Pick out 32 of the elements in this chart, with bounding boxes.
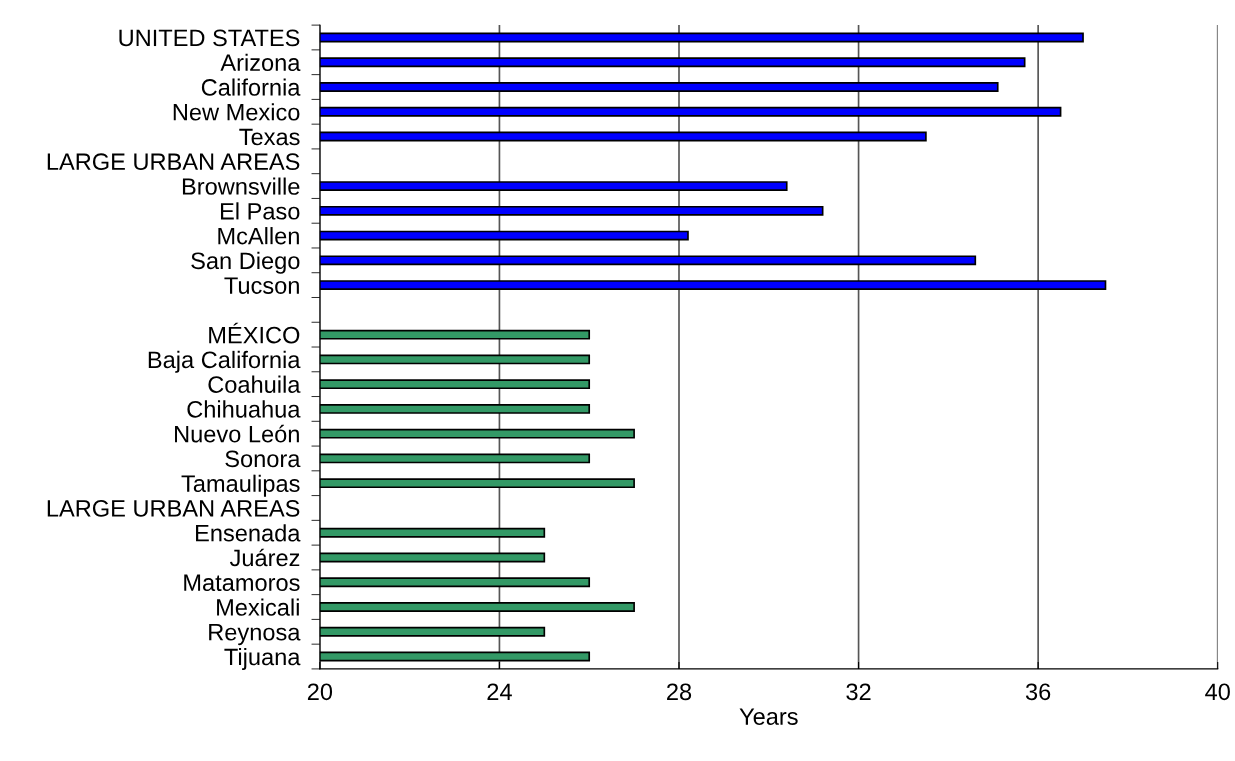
- y-tick-label: MÉXICO: [209, 322, 300, 344]
- y-tick-label: Matamoros: [184, 574, 300, 592]
- y-tick-label: Brownsville: [182, 177, 300, 195]
- y-tick-label: LARGE URBAN AREAS: [47, 153, 300, 171]
- y-tick-label: Tijuana: [224, 647, 301, 670]
- x-tick-label: 24: [487, 683, 512, 700]
- y-tick-label: UNITED STATES: [119, 29, 300, 47]
- y-tick-label: Chihuahua: [187, 400, 301, 418]
- y-tick-label: California: [201, 78, 301, 96]
- y-tick-label: Tamaulipas: [181, 474, 300, 497]
- x-tick-label: 36: [1025, 683, 1051, 701]
- y-tick-label: Baja California: [148, 350, 301, 373]
- y-tick-label: Juárez: [229, 548, 300, 567]
- y-tick-label: El Paso: [220, 202, 300, 220]
- y-tick-label: Mexicali: [217, 598, 299, 616]
- y-tick-label: McAllen: [218, 227, 299, 245]
- y-tick-label: New Mexico: [173, 103, 300, 121]
- x-axis-title: Years: [739, 708, 798, 725]
- y-tick-label: San Diego: [191, 251, 300, 274]
- x-tick-label: 28: [667, 683, 692, 701]
- y-tick-label: Coahuila: [208, 375, 301, 393]
- x-tick-label: 40: [1205, 683, 1230, 701]
- y-tick-label: Nuevo León: [175, 424, 299, 443]
- x-tick-label: 32: [846, 683, 871, 701]
- y-tick-label: Sonora: [225, 450, 301, 468]
- x-tick-label: 20: [307, 683, 333, 701]
- y-tick-label: Ensenada: [196, 524, 301, 542]
- y-tick-label: Tucson: [224, 277, 299, 294]
- y-tick-label: Texas: [239, 128, 300, 146]
- y-tick-label: LARGE URBAN AREAS: [47, 500, 300, 517]
- y-tick-label: Reynosa: [209, 624, 301, 646]
- y-tick-label: Arizona: [220, 53, 301, 72]
